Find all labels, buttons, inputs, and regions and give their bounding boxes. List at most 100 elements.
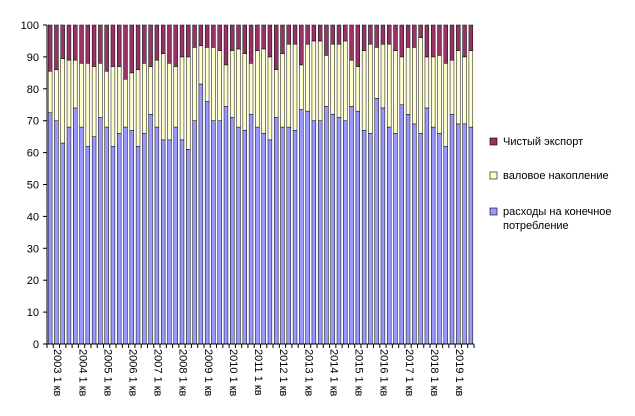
bar-segment-series-1 (204, 47, 210, 102)
x-tick-label: 2006 1 кв (126, 349, 138, 397)
bar-segment-series-2 (393, 24, 398, 51)
bar-segment-series-0 (60, 142, 65, 345)
bar-segment-series-2 (85, 24, 91, 64)
bar-segment-series-1 (255, 50, 260, 128)
legend-label: валовое накопление (503, 170, 609, 182)
bar-segment-series-2 (336, 24, 342, 45)
bar-segment-series-0 (418, 133, 423, 345)
bar-segment-series-2 (236, 24, 241, 50)
bar-segment-series-0 (154, 126, 160, 345)
bar-segment-series-2 (135, 24, 141, 70)
bar-segment-series-0 (361, 130, 367, 345)
bar-segment-series-1 (85, 63, 91, 147)
bar-segment-series-0 (387, 126, 392, 345)
bar-segment-series-1 (186, 56, 191, 150)
x-tick-label: 2008 1 кв (177, 349, 189, 397)
bar-segment-series-0 (160, 139, 166, 345)
x-tick-label: 2009 1 кв (202, 349, 214, 397)
legend: Чистый экспорт валовое накопление расходы … (489, 136, 612, 232)
bar-segment-series-1 (299, 64, 304, 110)
bar-segment-series-0 (104, 126, 109, 345)
bar-segment-series-0 (462, 123, 467, 345)
bar-segment-series-0 (91, 136, 97, 345)
y-tick-label: 10 (27, 307, 39, 319)
bar-segment-series-2 (449, 24, 455, 61)
bar-segment-series-1 (449, 59, 455, 115)
bar-segment-series-0 (47, 112, 53, 345)
bar-segment-series-2 (274, 24, 279, 70)
bar-segment-series-2 (47, 24, 53, 72)
bar-segment-series-2 (242, 24, 247, 54)
x-tick-label: 2018 1 кв (428, 349, 440, 397)
bar-segment-series-2 (154, 24, 160, 61)
bar-segment-series-1 (368, 43, 373, 134)
bar-segment-series-2 (462, 24, 467, 58)
bar-segment-series-1 (223, 64, 229, 107)
bar-segment-series-0 (129, 130, 134, 345)
bar-segment-series-0 (261, 133, 266, 345)
bar-segment-series-0 (299, 109, 304, 345)
bar-segment-series-0 (85, 145, 91, 345)
bar-segment-series-2 (468, 24, 474, 51)
bar-segment-series-2 (343, 24, 348, 42)
bar-segment-series-0 (198, 83, 204, 345)
bar-segment-series-2 (110, 24, 116, 67)
bar-segment-series-1 (179, 56, 185, 141)
bar-segment-series-1 (292, 43, 298, 131)
bar-segment-series-2 (160, 24, 166, 54)
bar-segment-series-2 (361, 24, 367, 51)
legend-label: Чистый экспорт (503, 136, 583, 148)
bar-segment-series-0 (368, 133, 373, 345)
x-tick-label: 2016 1 кв (378, 349, 390, 397)
bar-segment-series-0 (167, 139, 172, 345)
bar-segment-series-0 (148, 114, 153, 345)
bar-segment-series-1 (324, 55, 329, 107)
bar-segment-series-0 (412, 123, 417, 345)
legend-label: расходы на конечное потребление (503, 206, 612, 232)
bar-segment-series-2 (198, 24, 204, 46)
bar-segment-series-2 (91, 24, 97, 67)
bar-segment-series-0 (280, 126, 285, 345)
bar-segment-series-0 (443, 145, 448, 345)
bar-segment-series-2 (98, 24, 103, 64)
bar-segment-series-1 (54, 69, 59, 121)
bar-segment-series-1 (123, 78, 128, 128)
bar-segment-series-1 (267, 56, 273, 141)
x-tick-label: 2015 1 кв (353, 349, 365, 397)
bar-segment-series-2 (230, 24, 235, 51)
y-tick-label: 90 (27, 52, 39, 64)
bar-segment-series-1 (167, 63, 172, 141)
bar-segment-series-2 (368, 24, 373, 45)
bar-segment-series-2 (60, 24, 65, 59)
bar-segment-series-1 (343, 40, 348, 121)
bar-segment-series-1 (280, 53, 285, 128)
y-tick-label: 70 (27, 116, 39, 128)
bar-segment-series-0 (317, 120, 323, 345)
bar-segment-series-1 (110, 66, 116, 147)
bar-segment-series-1 (336, 43, 342, 118)
bar-segment-series-2 (443, 24, 448, 64)
bar-segment-series-1 (117, 66, 122, 134)
bar-segment-series-2 (418, 24, 423, 39)
legend-swatch (489, 137, 498, 146)
bar-segment-series-0 (179, 139, 185, 345)
bar-segment-series-1 (47, 71, 53, 113)
bar-segment-series-1 (173, 66, 178, 128)
bar-segment-series-1 (393, 50, 398, 134)
bar-segment-series-0 (305, 110, 310, 345)
y-tick-label: 100 (21, 20, 39, 32)
bar-segment-series-1 (79, 63, 84, 128)
bar-segment-series-1 (148, 66, 153, 115)
bar-segment-series-1 (192, 47, 197, 121)
bar-segment-series-0 (324, 106, 329, 345)
bar-segment-series-0 (73, 107, 78, 345)
legend-swatch (489, 207, 498, 216)
bar-segment-series-0 (217, 120, 222, 345)
bar-segment-series-0 (211, 120, 216, 345)
bar-segment-series-1 (248, 63, 254, 115)
bar-segment-series-2 (349, 24, 354, 61)
bar-segment-series-0 (236, 126, 241, 345)
bar-segment-series-1 (317, 40, 323, 121)
x-tick-label: 2012 1 кв (277, 349, 289, 397)
bar-segment-series-0 (330, 114, 335, 345)
